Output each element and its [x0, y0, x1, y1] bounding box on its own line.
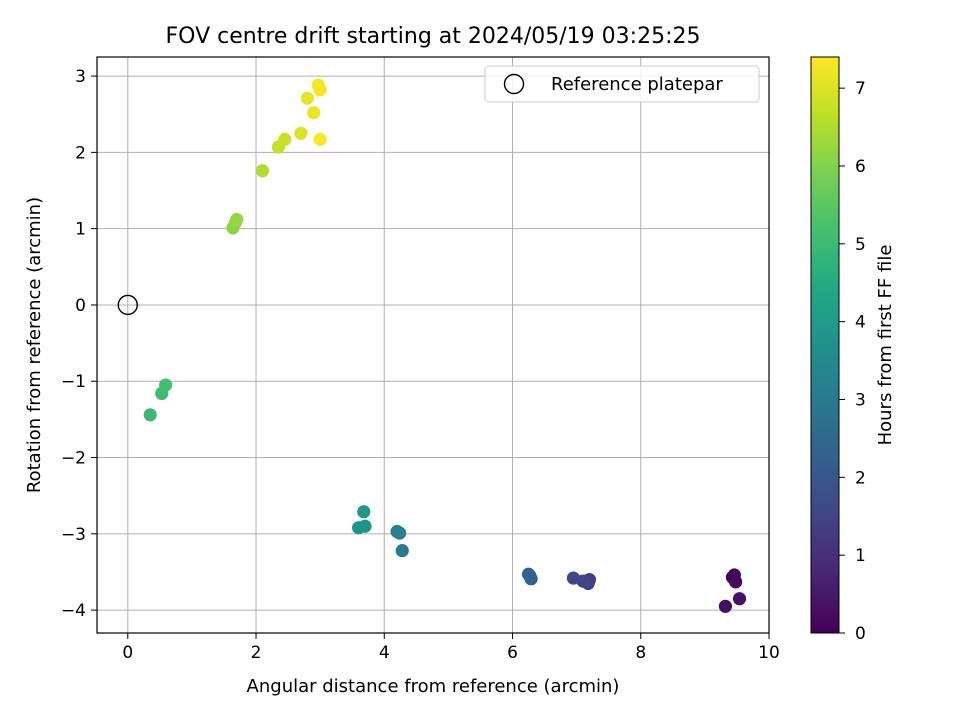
scatter-point — [524, 572, 538, 586]
colorbar-tick-label: 1 — [855, 546, 866, 566]
colorbar-tick-label: 2 — [855, 468, 866, 488]
scatter-point — [313, 83, 327, 97]
grid-lines — [97, 57, 770, 633]
x-tick-label: 0 — [122, 643, 133, 663]
y-tick-label: −3 — [61, 525, 86, 545]
y-tick-label: −1 — [61, 372, 86, 392]
y-tick-label: −2 — [61, 449, 86, 469]
scatter-point — [159, 378, 173, 392]
colorbar-tick-label: 6 — [855, 157, 866, 177]
scatter-point — [352, 521, 366, 535]
scatter-point — [230, 212, 244, 227]
scatter-point — [718, 599, 732, 613]
colorbar-tick-label: 7 — [855, 79, 866, 99]
colorbar-tick-label: 0 — [855, 624, 866, 644]
x-axis-label: Angular distance from reference (arcmin) — [247, 676, 620, 697]
scatter-point — [300, 91, 314, 105]
y-tick-label: 0 — [75, 296, 86, 316]
y-tick-label: 1 — [75, 220, 86, 240]
scatter-point — [729, 575, 743, 589]
scatter-point — [307, 106, 321, 120]
colorbar-tick-label: 3 — [855, 390, 866, 410]
x-axis-ticks: 0 2 4 6 8 10 — [122, 633, 780, 663]
legend-label-reference: Reference platepar — [551, 74, 723, 95]
scatter-point — [294, 126, 308, 140]
reference-platepar-point — [117, 294, 138, 316]
scatter-point — [357, 505, 371, 519]
y-tick-label: 2 — [75, 143, 86, 163]
x-tick-label: 8 — [635, 643, 646, 663]
x-tick-label: 4 — [379, 643, 390, 663]
x-tick-label: 2 — [251, 643, 262, 663]
x-tick-label: 6 — [507, 643, 518, 663]
scatter-point — [143, 408, 157, 422]
colorbar-tick-label: 4 — [855, 313, 866, 333]
colorbar: 0 1 2 3 4 5 6 7 Hours from first FF file — [810, 56, 896, 644]
colorbar-gradient — [810, 56, 840, 634]
scatter-point — [278, 132, 292, 146]
scatter-point — [566, 571, 581, 585]
plot-frame — [96, 56, 770, 634]
colorbar-label: Hours from first FF file — [875, 245, 896, 446]
y-axis-label: Rotation from reference (arcmin) — [24, 197, 45, 493]
legend-marker-reference — [503, 73, 525, 95]
y-axis-ticks: −4 −3 −2 −1 0 1 2 3 — [61, 67, 97, 621]
legend-box — [484, 65, 760, 103]
colorbar-tick-label: 5 — [855, 235, 866, 255]
x-tick-label: 10 — [758, 643, 780, 663]
data-points — [117, 78, 747, 613]
scatter-point — [255, 164, 270, 178]
legend: Reference platepar — [484, 65, 760, 103]
y-tick-label: 3 — [75, 67, 86, 87]
chart-title: FOV centre drift starting at 2024/05/19 … — [166, 24, 701, 49]
y-tick-label: −4 — [61, 601, 86, 621]
colorbar-ticks: 0 1 2 3 4 5 6 7 — [839, 79, 866, 644]
scatter-point — [313, 132, 327, 146]
scatter-point — [732, 592, 747, 606]
scatter-point — [395, 544, 409, 558]
scatter-point — [393, 526, 407, 540]
